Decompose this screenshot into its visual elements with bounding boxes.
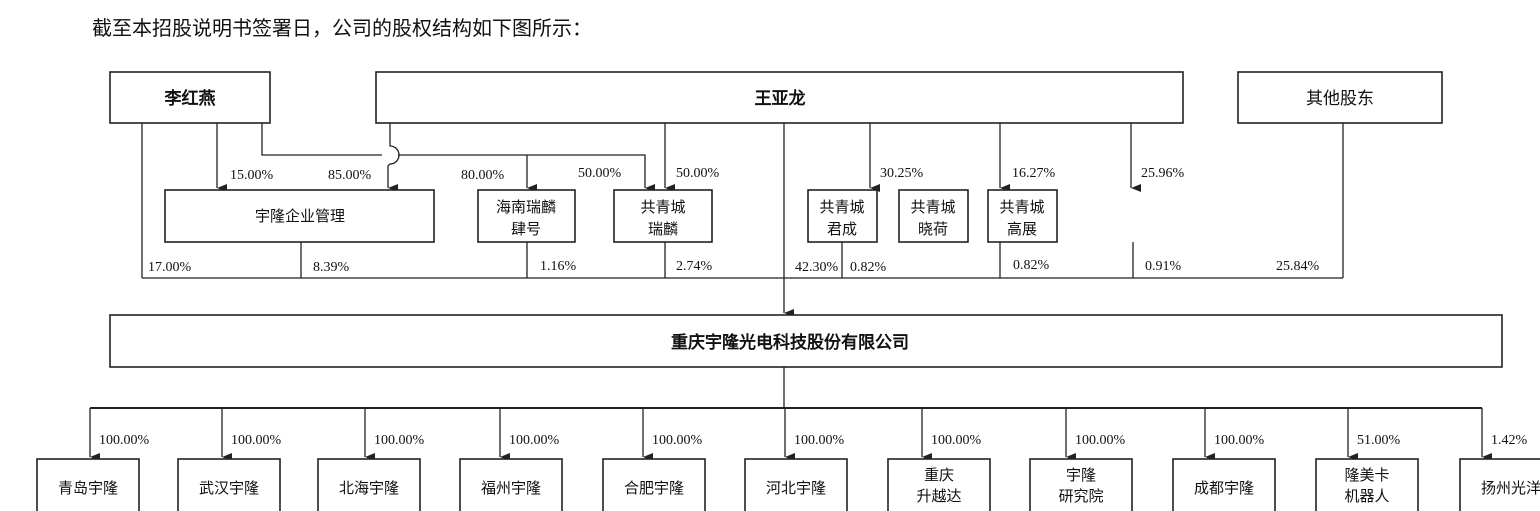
- subsidiary: 100.00% 河北宇隆: [744, 408, 848, 511]
- shareholder-li-label: 李红燕: [165, 88, 216, 109]
- entity-label: 肆号: [511, 220, 541, 238]
- pct-juncheng-company: 0.82%: [850, 260, 887, 275]
- shareholder-others-label: 其他股东: [1306, 89, 1374, 109]
- subsidiary-name: 北海宇隆: [339, 479, 399, 497]
- subsidiary-name: 福州宇隆: [481, 479, 541, 497]
- subsidiary-name: 升越达: [916, 487, 961, 505]
- entity-gqc-ruilin: 共青城 瑞麟: [613, 189, 713, 243]
- subsidiary-name: 成都宇隆: [1194, 479, 1254, 497]
- shareholder-wang: 王亚龙: [375, 71, 1184, 124]
- subsidiary-pct: 100.00%: [652, 433, 703, 448]
- entity-label: 瑞麟: [648, 220, 678, 238]
- entity-label: 共青城: [999, 198, 1044, 216]
- pct-wang-to-juncheng: 30.25%: [880, 166, 924, 181]
- pct-wang-company: 42.30%: [795, 260, 839, 275]
- subsidiary-pct: 51.00%: [1357, 433, 1401, 448]
- entity-hainan: 海南瑞麟 肆号: [477, 189, 576, 243]
- subsidiary-name: 武汉宇隆: [199, 479, 259, 497]
- main-company: 重庆宇隆光电科技股份有限公司: [109, 314, 1503, 368]
- pct-li-to-ruilin: 50.00%: [578, 166, 622, 181]
- subsidiary: 100.00% 成都宇隆: [1172, 408, 1276, 511]
- shareholder-others: 其他股东: [1237, 71, 1443, 124]
- pct-li-to-hainan: 80.00%: [461, 168, 505, 183]
- subsidiary-name: 青岛宇隆: [58, 479, 118, 497]
- subsidiary-pct: 100.00%: [794, 433, 845, 448]
- subsidiary: 100.00% 合肥宇隆: [602, 408, 706, 511]
- subsidiary-pct: 100.00%: [99, 433, 150, 448]
- pct-gaozhan-company: 0.91%: [1145, 259, 1182, 274]
- subsidiary-name: 宇隆: [1066, 466, 1096, 484]
- pct-ruilin-company: 2.74%: [676, 259, 713, 274]
- entity-label: 共青城: [819, 198, 864, 216]
- intro-text: 截至本招股说明书签署日，公司的股权结构如下图所示：: [92, 16, 592, 40]
- pct-hainan-company: 1.16%: [540, 259, 577, 274]
- subsidiary-pct: 100.00%: [1214, 433, 1265, 448]
- entity-gqc-juncheng: 共青城 君成: [807, 189, 878, 243]
- subsidiary: 100.00% 青岛宇隆: [36, 408, 150, 511]
- subsidiary-pct: 1.42%: [1491, 433, 1528, 448]
- entity-label: 海南瑞麟: [496, 198, 556, 216]
- entity-label: 君成: [827, 220, 857, 238]
- subsidiary-name: 机器人: [1344, 487, 1389, 505]
- subsidiary-pct: 100.00%: [1075, 433, 1126, 448]
- subsidiary-pct: 100.00%: [509, 433, 560, 448]
- subsidiary-name: 扬州光洋: [1481, 479, 1540, 497]
- entity-label: 共青城: [910, 198, 955, 216]
- subsidiary-pct: 100.00%: [931, 433, 982, 448]
- upper-connectors: [141, 123, 1344, 317]
- shareholder-li: 李红燕: [109, 71, 271, 124]
- entity-gqc-gaozhan: 共青城 高展: [987, 189, 1058, 243]
- main-company-label: 重庆宇隆光电科技股份有限公司: [671, 332, 909, 353]
- pct-mgmt-company: 8.39%: [313, 260, 350, 275]
- subsidiary-name: 重庆: [924, 466, 954, 484]
- pct-wang-to-xiaohe: 16.27%: [1012, 166, 1056, 181]
- subsidiary: 1.42% 扬州光洋: [1459, 408, 1540, 511]
- pct-others-company: 25.84%: [1276, 259, 1320, 274]
- subsidiary-name: 河北宇隆: [766, 479, 826, 497]
- entity-gqc-xiaohe: 共青城 晓荷: [898, 189, 969, 243]
- subsidiary-name: 合肥宇隆: [624, 479, 684, 497]
- subsidiary: 100.00% 北海宇隆: [317, 408, 425, 511]
- subsidiary-name: 隆美卡: [1344, 466, 1389, 484]
- subsidiary-pct: 100.00%: [374, 433, 425, 448]
- shareholder-wang-label: 王亚龙: [755, 88, 806, 109]
- pct-wang-to-mgmt: 85.00%: [328, 168, 372, 183]
- subsidiary-pct: 100.00%: [231, 433, 282, 448]
- subsidiary: 100.00% 福州宇隆: [459, 408, 563, 511]
- pct-xiaohe-company: 0.82%: [1013, 258, 1050, 273]
- entity-label: 晓荷: [918, 220, 948, 238]
- pct-wang-to-ruilin: 50.00%: [676, 166, 720, 181]
- subsidiary-name: 研究院: [1058, 487, 1103, 505]
- pct-li-company: 17.00%: [148, 260, 192, 275]
- entity-label: 共青城: [640, 198, 685, 216]
- subsidiary: 100.00% 武汉宇隆: [177, 408, 282, 511]
- pct-li-to-mgmt: 15.00%: [230, 168, 274, 183]
- entity-label: 宇隆企业管理: [255, 207, 345, 225]
- entity-label: 高展: [1007, 220, 1037, 238]
- subsidiaries: 100.00%青岛宇隆100.00%武汉宇隆100.00%北海宇隆100.00%…: [36, 408, 1540, 511]
- entity-yulong-mgmt: 宇隆企业管理: [164, 189, 435, 243]
- pct-wang-to-gaozhan: 25.96%: [1141, 166, 1185, 181]
